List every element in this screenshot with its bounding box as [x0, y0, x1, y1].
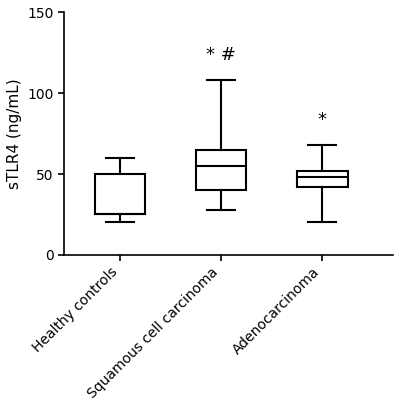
Bar — [297, 171, 348, 187]
Bar — [196, 150, 246, 190]
Text: * #: * # — [206, 46, 236, 64]
Bar — [95, 174, 145, 214]
Text: *: * — [318, 111, 327, 129]
Y-axis label: sTLR4 (ng/mL): sTLR4 (ng/mL) — [7, 78, 22, 189]
